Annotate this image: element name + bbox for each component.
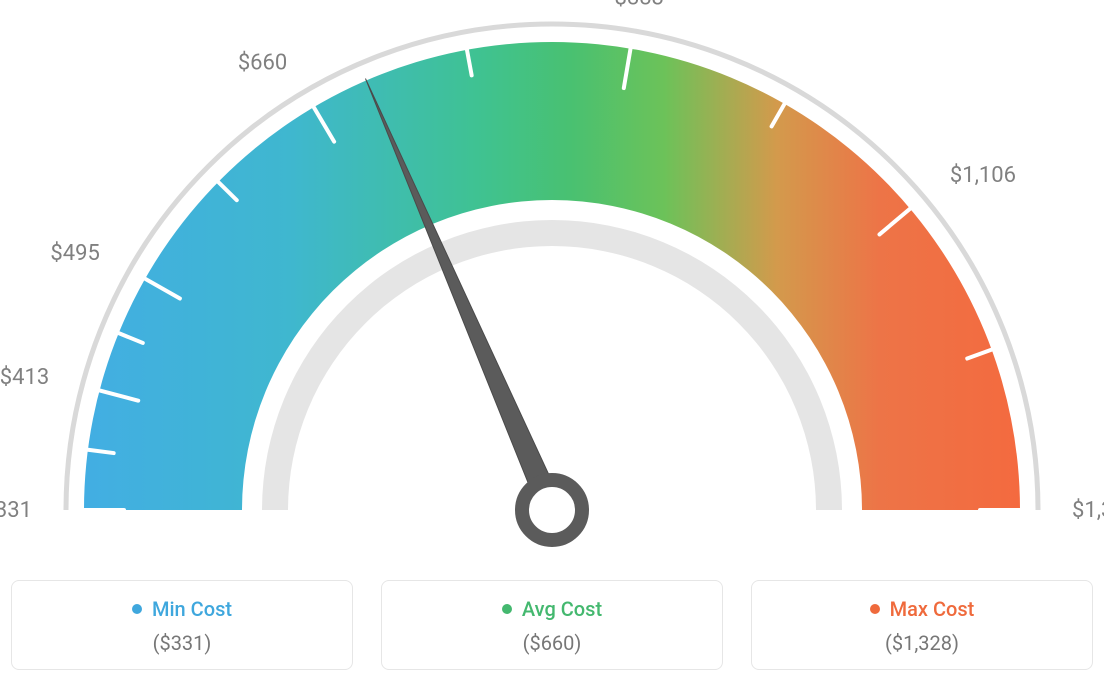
legend-max-dot [870, 604, 880, 614]
legend-min-label: Min Cost [152, 597, 232, 621]
svg-text:$883: $883 [615, 0, 664, 10]
svg-text:$495: $495 [50, 241, 99, 266]
legend-max-card: Max Cost ($1,328) [751, 580, 1093, 670]
svg-text:$413: $413 [0, 365, 49, 390]
svg-text:$1,328: $1,328 [1072, 498, 1104, 523]
legend-min-card: Min Cost ($331) [11, 580, 353, 670]
legend-row: Min Cost ($331) Avg Cost ($660) Max Cost… [0, 580, 1104, 670]
svg-text:$660: $660 [238, 50, 287, 75]
legend-avg-label: Avg Cost [522, 597, 602, 621]
legend-avg-dot [502, 604, 512, 614]
svg-text:$331: $331 [0, 498, 32, 523]
svg-text:$1,106: $1,106 [950, 163, 1016, 188]
legend-avg-value: ($660) [392, 631, 712, 655]
legend-max-value: ($1,328) [762, 631, 1082, 655]
gauge-chart: $331 $413 $495 $660 $883 $1,106 $1,328 [0, 0, 1104, 560]
legend-min-value: ($331) [22, 631, 342, 655]
legend-min-dot [132, 604, 142, 614]
legend-avg-card: Avg Cost ($660) [381, 580, 723, 670]
legend-max-label: Max Cost [890, 597, 975, 621]
